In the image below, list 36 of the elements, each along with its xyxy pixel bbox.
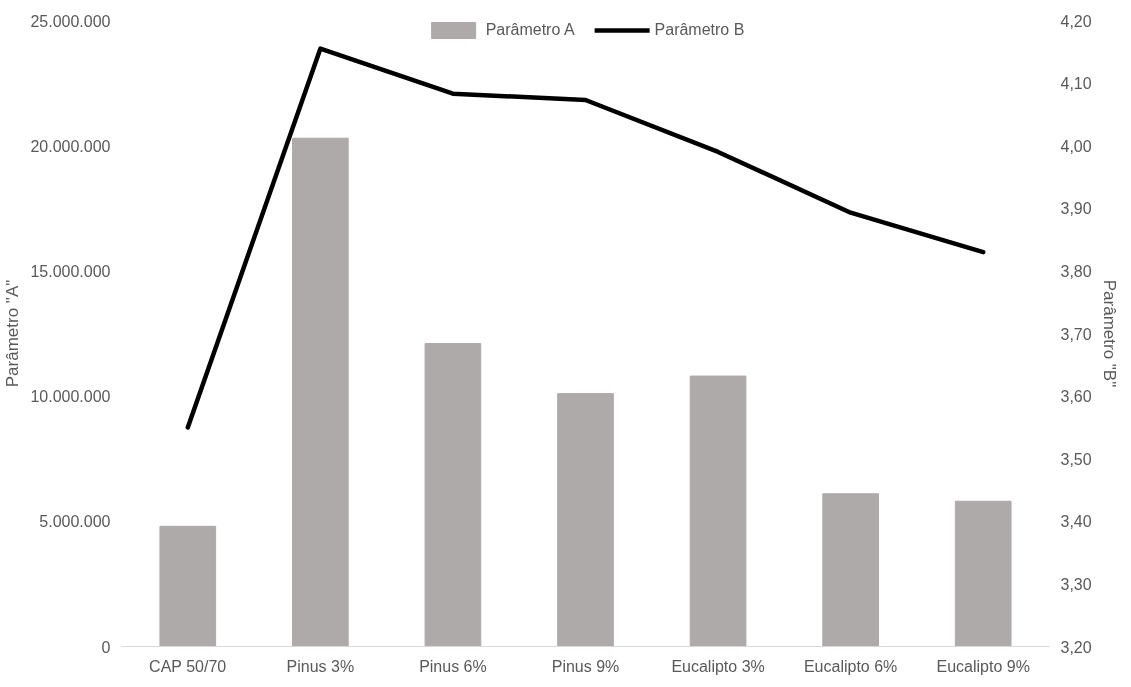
bar	[424, 343, 482, 647]
x-tick-label: Eucalipto 6%	[803, 657, 898, 675]
x-tick-label: Eucalipto 3%	[671, 657, 765, 675]
y-tick-label: 10.000.000	[30, 388, 111, 406]
x-tick-label: Pinus 3%	[286, 657, 355, 675]
bar	[689, 375, 747, 647]
x-tick-label: Pinus 9%	[551, 657, 620, 675]
x-tick-label: Pinus 6%	[419, 657, 487, 675]
y-tick-label: 0	[101, 638, 111, 656]
bar	[822, 493, 879, 647]
legend-label: Parâmetro B	[654, 21, 745, 39]
bar	[159, 525, 217, 647]
y2-tick-label: 4,00	[1060, 137, 1092, 155]
legend-label: Parâmetro A	[485, 21, 575, 39]
y2-axis-title: Parâmetro "B"	[1099, 279, 1119, 388]
bar	[557, 393, 614, 647]
line-series	[185, 46, 986, 430]
y2-tick-label: 3,90	[1060, 200, 1092, 218]
bar	[954, 500, 1012, 647]
y-tick-label: 20.000.000	[30, 137, 111, 155]
y2-tick-label: 3,20	[1060, 638, 1092, 656]
y2-tick-label: 3,80	[1060, 262, 1092, 280]
y2-tick-label: 3,40	[1060, 513, 1092, 531]
y2-tick-label: 4,10	[1060, 75, 1092, 93]
y2-tick-label: 3,60	[1060, 388, 1092, 406]
y2-tick-label: 3,70	[1060, 325, 1092, 343]
bar	[292, 137, 349, 647]
x-tick-label: Eucalipto 9%	[936, 657, 1030, 675]
y-tick-label: 15.000.000	[30, 262, 111, 280]
y-tick-label: 5.000.000	[39, 513, 111, 531]
y2-tick-label: 4,20	[1060, 12, 1092, 30]
x-tick-label: CAP 50/70	[149, 657, 227, 675]
y-tick-label: 25.000.000	[30, 12, 111, 30]
y-axis-title: Parâmetro "A"	[3, 279, 23, 388]
y2-tick-label: 3,30	[1060, 575, 1092, 593]
y2-tick-label: 3,50	[1060, 450, 1092, 468]
